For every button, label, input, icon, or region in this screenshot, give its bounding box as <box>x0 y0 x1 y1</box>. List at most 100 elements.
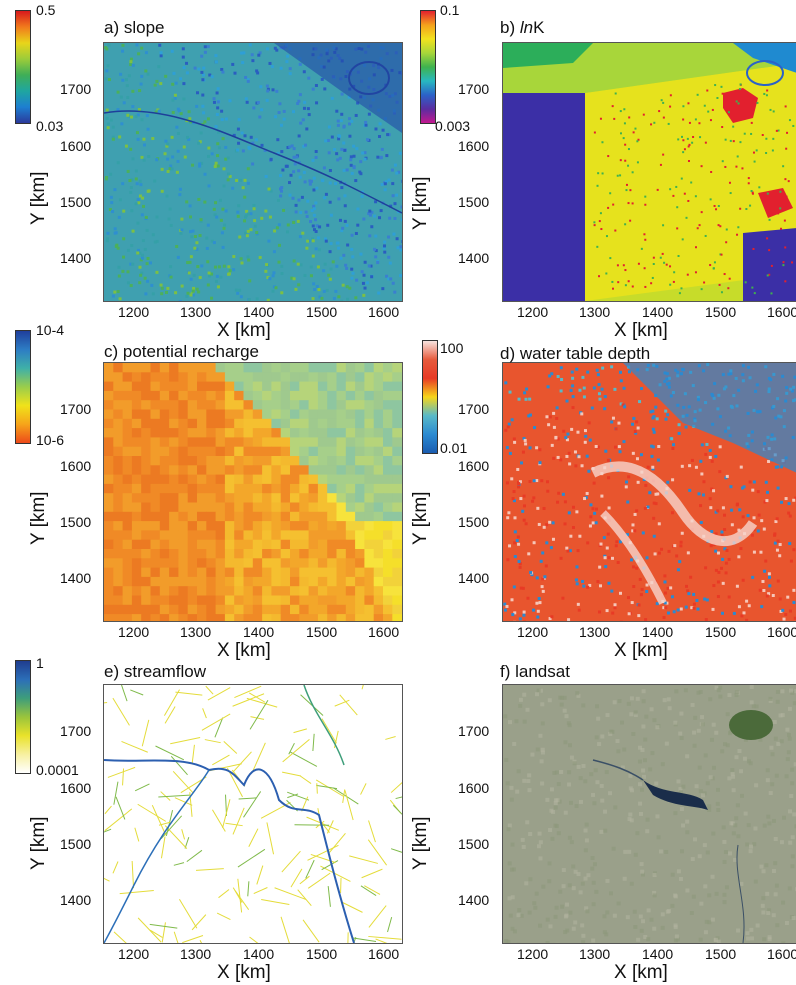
x-tick-label: 1200 <box>517 624 549 640</box>
x-tick-label: 1600 <box>368 946 400 962</box>
x-tick-label: 1500 <box>705 304 737 320</box>
panel-title-e: e) streamflow <box>104 662 206 682</box>
y-axis-label: Y [km] <box>28 171 49 226</box>
x-tick-label: 1300 <box>579 946 611 962</box>
x-tick-label: 1500 <box>306 624 338 640</box>
x-tick-label: 1400 <box>642 624 674 640</box>
y-tick-label: 1500 <box>458 194 490 210</box>
y-tick-label: 1700 <box>60 723 92 739</box>
panel-title-f: f) landsat <box>500 662 570 682</box>
panel-title-main: potential recharge <box>122 342 259 361</box>
y-tick-label: 1600 <box>60 458 92 474</box>
x-axis-label: X [km] <box>614 320 668 341</box>
panel-title-main: ln <box>519 18 534 37</box>
y-axis-label: Y [km] <box>410 491 431 546</box>
panel-title-main: water table depth <box>519 344 651 363</box>
x-tick-label: 1200 <box>517 304 549 320</box>
y-tick-label: 1600 <box>60 138 92 154</box>
x-tick-label: 1500 <box>705 946 737 962</box>
map-c <box>103 362 403 622</box>
y-tick-label: 1600 <box>458 138 490 154</box>
map-texture-c <box>104 363 402 621</box>
y-tick-label: 1400 <box>458 250 490 266</box>
x-tick-label: 1600 <box>368 304 400 320</box>
x-tick-label: 1300 <box>579 304 611 320</box>
y-axis-label: Y [km] <box>28 491 49 546</box>
y-tick-label: 1500 <box>458 514 490 530</box>
x-axis-label: X [km] <box>614 640 668 661</box>
y-tick-label: 1700 <box>458 81 490 97</box>
x-tick-label: 1500 <box>306 946 338 962</box>
y-tick-label: 1400 <box>60 570 92 586</box>
x-tick-label: 1200 <box>118 946 150 962</box>
x-tick-label: 1600 <box>767 946 796 962</box>
x-axis-label: X [km] <box>217 962 271 983</box>
map-texture-f <box>503 685 796 943</box>
panel-title-prefix: d) <box>500 344 520 363</box>
colorbar-min-label: 0.01 <box>440 440 468 456</box>
colorbar-min-label: 0.03 <box>36 118 64 134</box>
x-tick-label: 1600 <box>767 304 796 320</box>
map-texture-e <box>104 685 402 943</box>
y-tick-label: 1700 <box>458 401 490 417</box>
x-tick-label: 1200 <box>118 304 150 320</box>
y-tick-label: 1400 <box>458 892 490 908</box>
panel-title-suffix: K <box>533 18 545 37</box>
x-axis-label: X [km] <box>217 320 271 341</box>
y-axis-label: Y [km] <box>410 176 431 231</box>
x-tick-label: 1500 <box>705 624 737 640</box>
y-tick-label: 1600 <box>60 780 92 796</box>
y-tick-label: 1700 <box>60 81 92 97</box>
panel-title-a: a) slope <box>104 18 164 38</box>
x-tick-label: 1400 <box>642 304 674 320</box>
x-tick-label: 1400 <box>642 946 674 962</box>
map-d <box>502 362 796 622</box>
panel-title-prefix: f) <box>500 662 516 681</box>
panel-title-prefix: c) <box>104 342 123 361</box>
colorbar-max-label: 0.1 <box>440 2 460 18</box>
x-tick-label: 1600 <box>368 624 400 640</box>
colorbar-max-label: 100 <box>440 340 464 356</box>
y-tick-label: 1500 <box>458 836 490 852</box>
panel-title-prefix: a) <box>104 18 124 37</box>
x-tick-label: 1300 <box>180 624 212 640</box>
y-tick-label: 1400 <box>60 892 92 908</box>
y-tick-label: 1700 <box>60 401 92 417</box>
colorbar-b <box>420 10 436 124</box>
panel-title-c: c) potential recharge <box>104 342 259 362</box>
x-tick-label: 1300 <box>579 624 611 640</box>
x-tick-label: 1500 <box>306 304 338 320</box>
x-tick-label: 1300 <box>180 946 212 962</box>
y-tick-label: 1500 <box>60 514 92 530</box>
colorbar-c <box>15 330 31 444</box>
y-tick-label: 1500 <box>60 836 92 852</box>
x-tick-label: 1300 <box>180 304 212 320</box>
panel-title-b: b) lnK <box>500 18 544 38</box>
map-a <box>103 42 403 302</box>
map-texture-a <box>104 43 402 301</box>
panel-title-main: streamflow <box>123 662 207 681</box>
x-axis-label: X [km] <box>614 962 668 983</box>
panel-title-prefix: b) <box>500 18 520 37</box>
x-tick-label: 1600 <box>767 624 796 640</box>
map-b <box>502 42 796 302</box>
y-axis-label: Y [km] <box>28 816 49 871</box>
map-texture-d <box>503 363 796 621</box>
colorbar-min-label: 10-6 <box>36 432 65 448</box>
y-tick-label: 1600 <box>458 458 490 474</box>
y-tick-label: 1500 <box>60 194 92 210</box>
x-tick-label: 1400 <box>243 946 275 962</box>
colorbar-min-label: 0.0001 <box>36 762 79 778</box>
x-axis-label: X [km] <box>217 640 271 661</box>
y-axis-label: Y [km] <box>410 816 431 871</box>
colorbar-max-label: 0.5 <box>36 2 56 18</box>
y-tick-label: 1400 <box>60 250 92 266</box>
map-e <box>103 684 403 944</box>
x-tick-label: 1400 <box>243 304 275 320</box>
colorbar-max-label: 1 <box>36 655 44 671</box>
x-tick-label: 1200 <box>118 624 150 640</box>
x-tick-label: 1400 <box>243 624 275 640</box>
x-tick-label: 1200 <box>517 946 549 962</box>
colorbar-max-label: 10-4 <box>36 322 65 338</box>
panel-title-main: slope <box>123 18 165 37</box>
